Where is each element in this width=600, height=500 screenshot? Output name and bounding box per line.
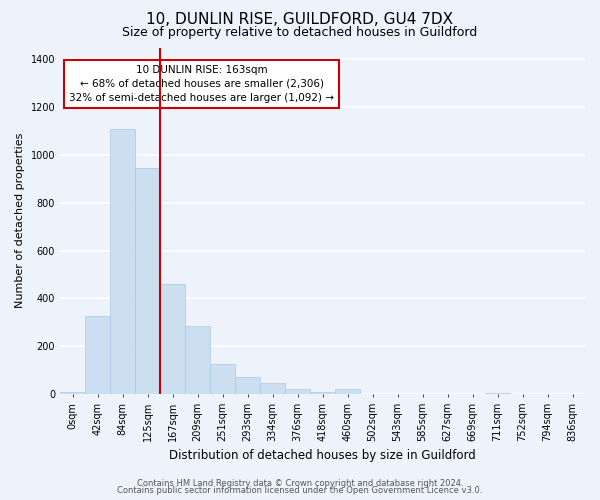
X-axis label: Distribution of detached houses by size in Guildford: Distribution of detached houses by size … [169,450,476,462]
Bar [235,378,260,394]
Text: Contains HM Land Registry data © Crown copyright and database right 2024.: Contains HM Land Registry data © Crown c… [137,478,463,488]
Bar [160,284,185,394]
Text: 10 DUNLIN RISE: 163sqm
← 68% of detached houses are smaller (2,306)
32% of semi-: 10 DUNLIN RISE: 163sqm ← 68% of detached… [69,65,334,103]
Bar [135,168,160,394]
Bar [485,393,510,394]
Bar [335,389,360,394]
Y-axis label: Number of detached properties: Number of detached properties [15,133,25,308]
Bar [110,129,135,394]
Text: 10, DUNLIN RISE, GUILDFORD, GU4 7DX: 10, DUNLIN RISE, GUILDFORD, GU4 7DX [146,12,454,28]
Bar [60,392,85,394]
Bar [85,316,110,394]
Bar [310,392,335,394]
Bar [260,384,285,394]
Bar [285,389,310,394]
Bar [185,326,210,394]
Bar [210,364,235,394]
Text: Size of property relative to detached houses in Guildford: Size of property relative to detached ho… [122,26,478,39]
Text: Contains public sector information licensed under the Open Government Licence v3: Contains public sector information licen… [118,486,482,495]
